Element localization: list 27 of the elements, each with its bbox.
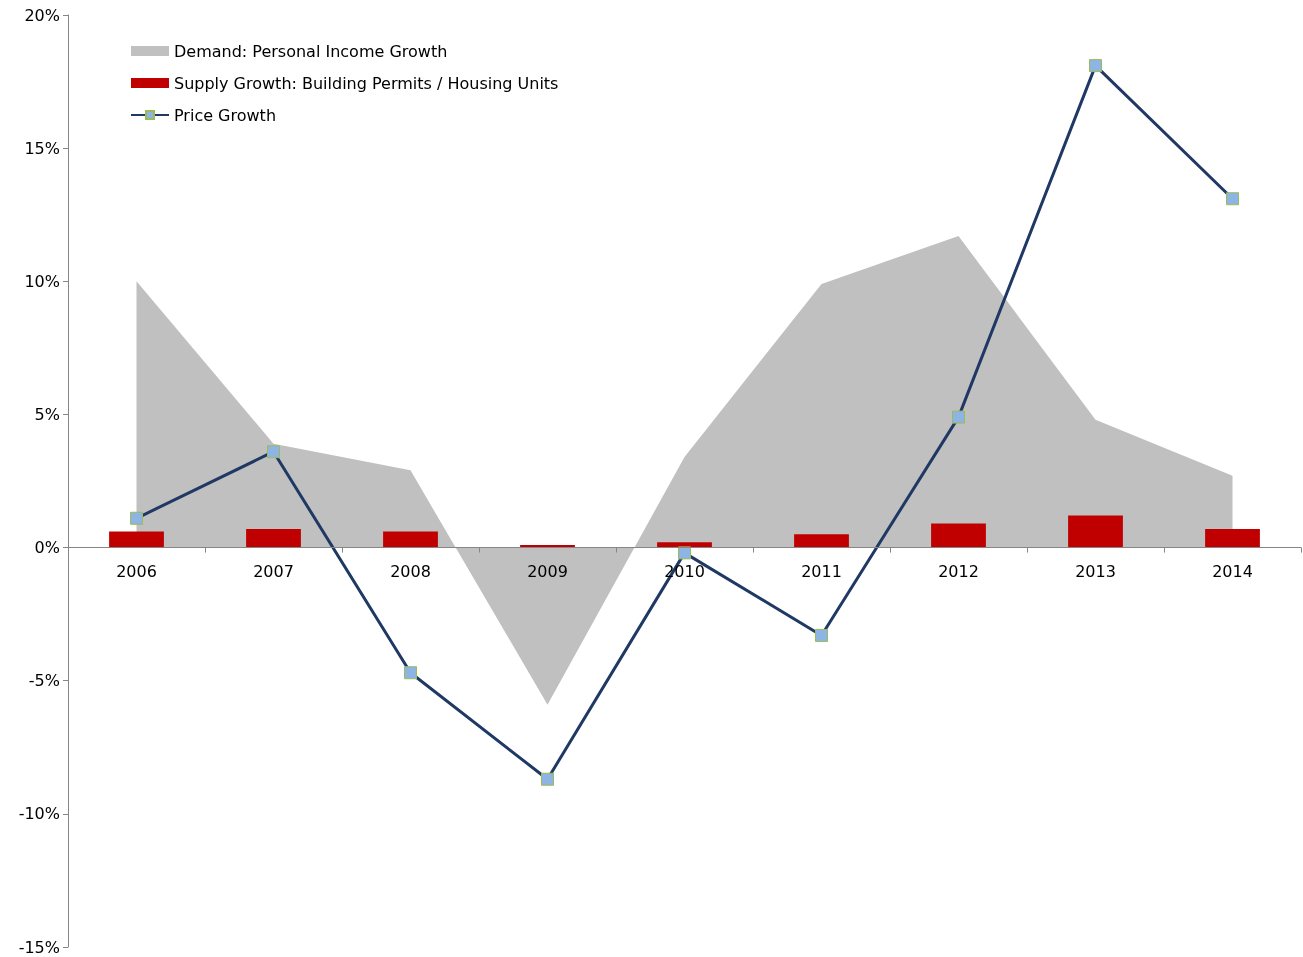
bar xyxy=(109,531,164,548)
y-tick-label: 10% xyxy=(24,271,60,291)
bar xyxy=(1205,528,1260,548)
x-tick-label: 2011 xyxy=(801,562,842,582)
y-tick-label: 15% xyxy=(24,138,60,158)
legend-label: Demand: Personal Income Growth xyxy=(174,41,448,61)
bar xyxy=(657,542,712,548)
bar xyxy=(383,531,438,548)
bar xyxy=(246,528,301,548)
x-tick-label: 2009 xyxy=(527,562,568,582)
y-tick-label: 0% xyxy=(34,538,60,558)
x-tick-label: 2008 xyxy=(390,562,431,582)
bar xyxy=(1068,515,1123,548)
x-tick-label: 2014 xyxy=(1212,562,1253,582)
x-tick-label: 2007 xyxy=(253,562,294,582)
y-tick-label: -5% xyxy=(28,671,60,691)
bar xyxy=(931,523,986,548)
legend-label: Price Growth xyxy=(174,105,277,125)
y-tick-label: 5% xyxy=(34,404,60,424)
x-tick-label: 2013 xyxy=(1075,562,1116,582)
y-tick-label: 20% xyxy=(24,5,60,25)
x-tick-label: 2006 xyxy=(116,562,157,582)
bar xyxy=(794,534,849,548)
x-tick-label: 2012 xyxy=(938,562,979,582)
legend-label: Supply Growth: Building Permits / Housing Units xyxy=(174,73,559,93)
y-tick-label: -15% xyxy=(18,937,60,957)
y-tick-label: -10% xyxy=(18,804,60,824)
